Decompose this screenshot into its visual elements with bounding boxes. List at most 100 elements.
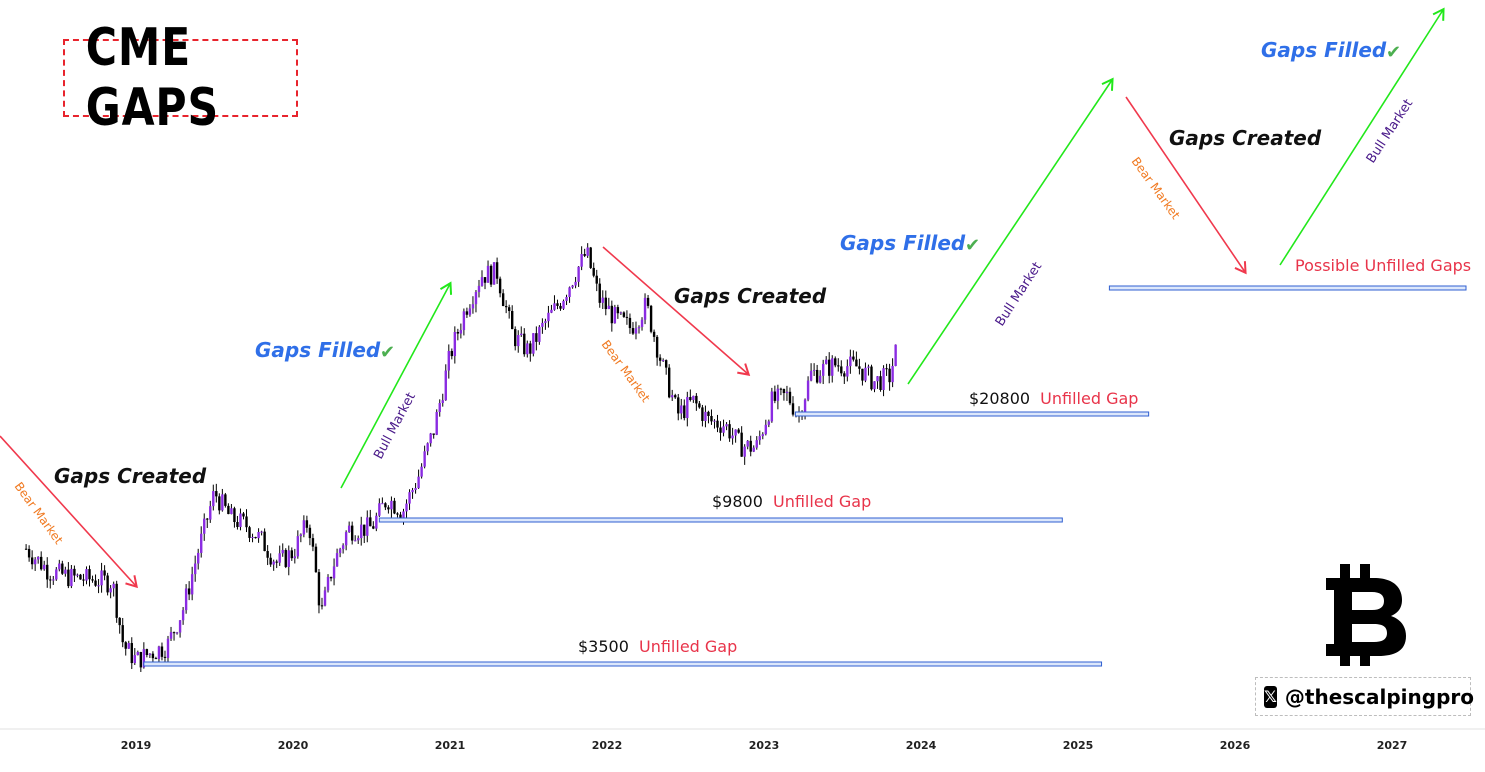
candle: [272, 559, 275, 571]
candle: [435, 409, 438, 436]
candle-body: [203, 518, 206, 534]
x-tick-label-2019: 2019: [121, 739, 152, 752]
candle: [858, 358, 861, 375]
candle: [740, 426, 743, 457]
candle-body: [212, 491, 215, 507]
candle-body: [55, 569, 58, 580]
gap-label-20800: $20800 Unfilled Gap: [969, 389, 1138, 408]
candle-body: [613, 307, 617, 324]
candle-body: [818, 375, 822, 383]
candle-body: [483, 277, 487, 283]
candle-body: [480, 277, 484, 286]
candle: [634, 321, 638, 340]
candle: [664, 359, 668, 375]
candle: [49, 575, 52, 589]
candle-body: [692, 395, 695, 400]
candle-body: [109, 588, 112, 593]
candle-body: [634, 328, 638, 334]
candle-body: [347, 525, 351, 533]
candle-body: [683, 405, 686, 419]
candle-body: [417, 476, 420, 489]
candle: [263, 528, 266, 552]
candle: [701, 404, 704, 427]
candle-body: [76, 574, 79, 576]
candle: [254, 536, 257, 539]
candle: [737, 428, 740, 434]
candle: [112, 581, 115, 597]
candle-body: [281, 549, 284, 554]
candle-body: [124, 642, 127, 649]
gap-price-3500: $3500: [578, 637, 629, 656]
candle: [293, 548, 297, 564]
candle-body: [882, 368, 885, 390]
candle-body: [184, 588, 188, 611]
gaps-filled-label-2023: Gaps Filled: [840, 231, 966, 255]
candle: [109, 585, 112, 599]
candle-body: [809, 370, 813, 381]
x-tick-label-2022: 2022: [592, 739, 623, 752]
candle-body: [190, 574, 194, 595]
candle: [344, 530, 348, 551]
candle-body: [79, 574, 82, 580]
candle: [649, 304, 653, 334]
candle-body: [674, 395, 677, 398]
x-tick-label-2021: 2021: [435, 739, 466, 752]
gaps-filled-label-2020: Gaps Filled: [255, 338, 381, 362]
candle-body: [441, 400, 444, 403]
candle-body: [381, 503, 384, 505]
candle: [782, 388, 786, 401]
candle-body: [544, 321, 547, 323]
candle-body: [46, 564, 49, 580]
candle-body: [728, 424, 731, 439]
candle-body: [680, 405, 683, 414]
candle-body: [115, 583, 118, 618]
candle: [562, 299, 565, 310]
candle: [846, 359, 849, 382]
candle: [230, 504, 233, 515]
candle: [100, 562, 103, 593]
candle: [136, 650, 140, 656]
gap-label-possible: Possible Unfilled Gaps: [1295, 256, 1471, 275]
candle-body: [619, 312, 623, 314]
candle-body: [39, 556, 43, 570]
candle: [824, 356, 828, 365]
candle: [287, 545, 290, 576]
candle: [716, 414, 719, 433]
candle-body: [565, 297, 568, 301]
candle: [248, 525, 251, 543]
bear-market-label-2025: Bear Market: [1129, 155, 1183, 222]
candle-body: [806, 380, 810, 400]
candle-body: [227, 505, 230, 515]
candle-body: [172, 632, 176, 634]
candle: [743, 444, 746, 465]
candle-body: [329, 576, 333, 579]
candle-body: [224, 494, 227, 506]
candle-body: [589, 247, 592, 268]
candle-body: [489, 265, 493, 285]
candle: [818, 370, 822, 384]
bear-market-label-2018: Bear Market: [12, 480, 66, 547]
candle: [130, 637, 133, 670]
candle: [311, 533, 315, 552]
candle-body: [100, 570, 103, 586]
candle-body: [157, 646, 161, 659]
candle: [879, 370, 882, 392]
candle: [728, 420, 731, 442]
candle-body: [517, 335, 520, 347]
candle-body: [541, 322, 544, 327]
candle: [160, 642, 164, 661]
candle: [465, 307, 469, 318]
gap-zone-2: [794, 411, 1150, 417]
candle: [269, 553, 272, 567]
candle: [601, 290, 604, 310]
candle: [888, 363, 891, 391]
x-tick-label-2024: 2024: [906, 739, 937, 752]
candle: [196, 548, 200, 570]
x-axis-ticks: 2019 2020 2021 2022 2023 2024 2025 2026 2027: [121, 739, 1408, 752]
candle-body: [257, 531, 260, 539]
check-icon: ✔: [1386, 42, 1401, 63]
candle-body: [677, 397, 680, 414]
candle-body: [782, 389, 786, 394]
candle-body: [127, 643, 130, 649]
candle-body: [314, 546, 318, 573]
